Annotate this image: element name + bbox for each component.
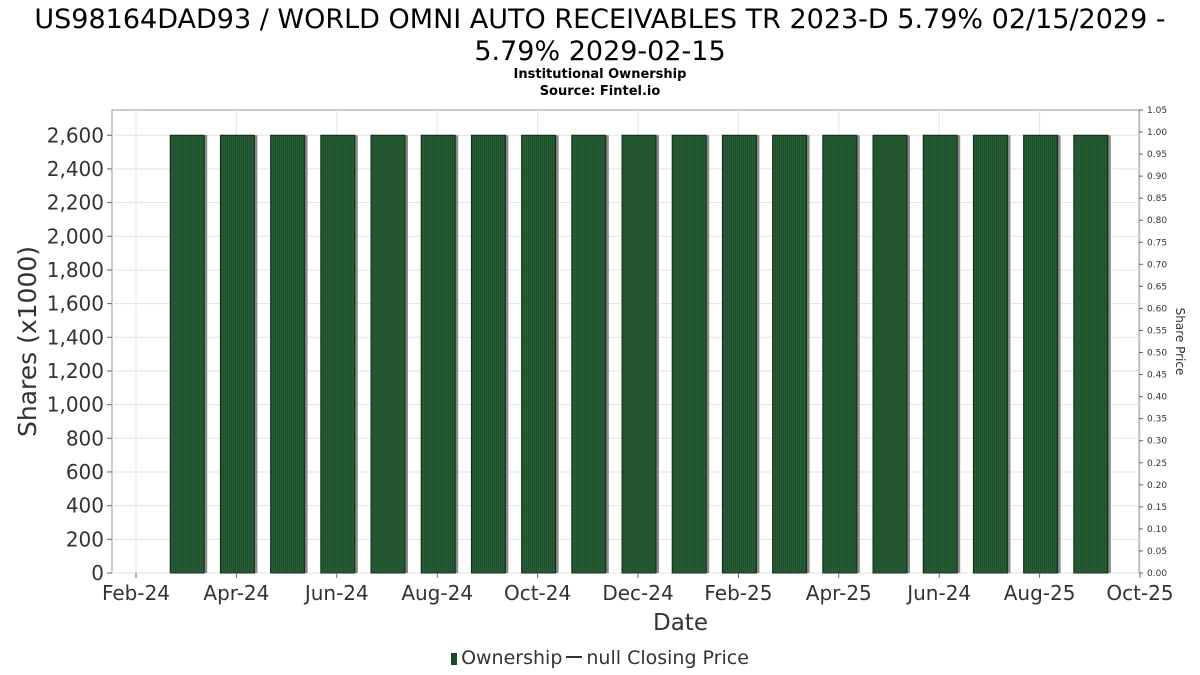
ownership-bar	[420, 134, 456, 574]
chart-title-line2: 5.79% 2029-02-15	[474, 36, 726, 67]
ownership-bar	[1073, 134, 1109, 574]
y-tick-label: 200	[66, 527, 104, 551]
y2-tick-label: 0.40	[1147, 393, 1167, 403]
ownership-legend-swatch	[451, 653, 458, 665]
ownership-bar	[872, 134, 908, 574]
y2-tick-label: 0.55	[1147, 326, 1167, 336]
x-tick-label: Oct-25	[1106, 581, 1173, 605]
y2-tick-label: 0.25	[1147, 459, 1167, 469]
y-tick-label: 0	[91, 561, 104, 585]
x-axis-title: Date	[653, 610, 708, 636]
x-tick-label: Feb-25	[704, 581, 772, 605]
x-tick-label: Jun-24	[303, 581, 369, 605]
y2-tick-label: 0.05	[1147, 547, 1167, 557]
y-tick-label: 600	[66, 460, 104, 484]
y2-tick-label: 0.50	[1147, 349, 1167, 359]
y-tick-label: 2,400	[47, 157, 104, 181]
ownership-bar	[972, 134, 1008, 574]
ownership-bar	[219, 134, 255, 574]
y2-axis-title: Share Price	[1173, 308, 1187, 376]
closing-price-legend-line	[566, 656, 583, 658]
y2-tick-label: 0.65	[1147, 282, 1167, 292]
ownership-bar	[922, 134, 958, 574]
ownership-bar	[320, 134, 356, 574]
y2-tick-label: 1.05	[1147, 106, 1167, 116]
y-tick-label: 1,600	[47, 292, 104, 316]
y2-tick-label: 0.35	[1147, 415, 1167, 425]
y-tick-label: 1,800	[47, 258, 104, 282]
y-tick-label: 2,200	[47, 191, 104, 215]
bars	[169, 134, 1111, 574]
ownership-bar	[1023, 134, 1059, 574]
ownership-bar	[521, 134, 557, 574]
x-tick-label: Dec-24	[602, 581, 673, 605]
chart-subtitle: Institutional Ownership	[513, 67, 687, 82]
y2-tick-label: 0.00	[1147, 569, 1167, 579]
y2-tick-label: 0.30	[1147, 437, 1167, 447]
y2-tick-label: 0.45	[1147, 371, 1167, 381]
ownership-bar	[621, 134, 657, 574]
y2-tick-label: 0.70	[1147, 260, 1167, 270]
x-tick-label: Apr-25	[806, 581, 872, 605]
ownership-bar	[169, 134, 205, 574]
y2-tick-label: 0.10	[1147, 525, 1167, 535]
ownership-bar	[772, 134, 808, 574]
legend: Ownership null Closing Price	[0, 647, 1200, 669]
y-tick-label: 2,600	[47, 123, 104, 147]
y2-tick-label: 0.80	[1147, 216, 1167, 226]
x-tick-label: Aug-24	[401, 581, 473, 605]
y2-tick-label: 0.90	[1147, 172, 1167, 182]
y-tick-label: 800	[66, 426, 104, 450]
y-tick-label: 1,400	[47, 325, 104, 349]
ownership-bar	[370, 134, 406, 574]
y-tick-label: 1,200	[47, 359, 104, 383]
chart-title-line1: US98164DAD93 / WORLD OMNI AUTO RECEIVABL…	[34, 4, 1166, 35]
x-tick-label: Aug-25	[1004, 581, 1076, 605]
ownership-bar	[721, 134, 757, 574]
y-axis-title: Shares (x1000)	[13, 246, 42, 437]
y2-tick-label: 0.15	[1147, 503, 1167, 513]
y2-tick-label: 0.60	[1147, 304, 1167, 314]
y2-tick-label: 0.75	[1147, 238, 1167, 248]
ownership-bar	[470, 134, 506, 574]
y-tick-label: 400	[66, 494, 104, 518]
ownership-bar	[671, 134, 707, 574]
ownership-bar	[270, 134, 306, 574]
y2-tick-label: 1.00	[1147, 128, 1167, 138]
y-tick-label: 2,000	[47, 224, 104, 248]
y2-tick-label: 0.95	[1147, 150, 1167, 160]
y2-tick-label: 0.85	[1147, 194, 1167, 204]
x-tick-label: Feb-24	[102, 581, 170, 605]
chart-source: Source: Fintel.io	[539, 84, 661, 99]
legend-closing-price-label: null Closing Price	[586, 647, 749, 669]
x-tick-label: Oct-24	[504, 581, 571, 605]
y-tick-label: 1,000	[47, 393, 104, 417]
y2-tick-label: 0.20	[1147, 481, 1167, 491]
ownership-bar	[571, 134, 607, 574]
x-tick-label: Jun-24	[905, 581, 971, 605]
x-tick-label: Apr-24	[203, 581, 269, 605]
legend-ownership-label: Ownership	[461, 647, 563, 669]
ownership-bar	[822, 134, 858, 574]
ownership-chart: 0 200 400 600 800 1,000 1,200 1,400 1,600 1,800 2,…	[13, 106, 1187, 636]
